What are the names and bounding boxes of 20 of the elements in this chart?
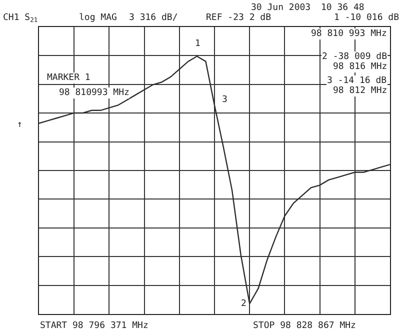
text: 10 36 48	[321, 3, 364, 13]
annotation: 98 810993 MHz	[59, 88, 130, 98]
annotation: 98 812 MHz	[333, 86, 388, 96]
text: 30 Jun 2003	[251, 3, 311, 13]
text: log MAG	[79, 13, 117, 23]
annotation: MARKER 1	[47, 73, 90, 83]
annotation: 3 -14 16 dB	[327, 76, 387, 86]
text: START 98 796 371 MHz	[40, 321, 148, 331]
annotation: 3	[222, 95, 228, 105]
annotation: 98 816 MHz	[333, 62, 388, 72]
text: 1 -10 016 dB	[334, 13, 400, 23]
text: CH1 S$_{21}$	[3, 13, 38, 24]
text: ↑	[17, 120, 22, 130]
text: 3 316 dB/	[129, 13, 178, 23]
annotation: 2 -38 009 dB	[322, 52, 388, 62]
text: 1	[195, 39, 200, 49]
annotation: 2	[241, 299, 246, 309]
text: REF -23 2 dB	[206, 13, 272, 23]
text: STOP 98 828 867 MHz	[253, 321, 356, 331]
text: 98 810 993 MHz	[311, 29, 387, 39]
